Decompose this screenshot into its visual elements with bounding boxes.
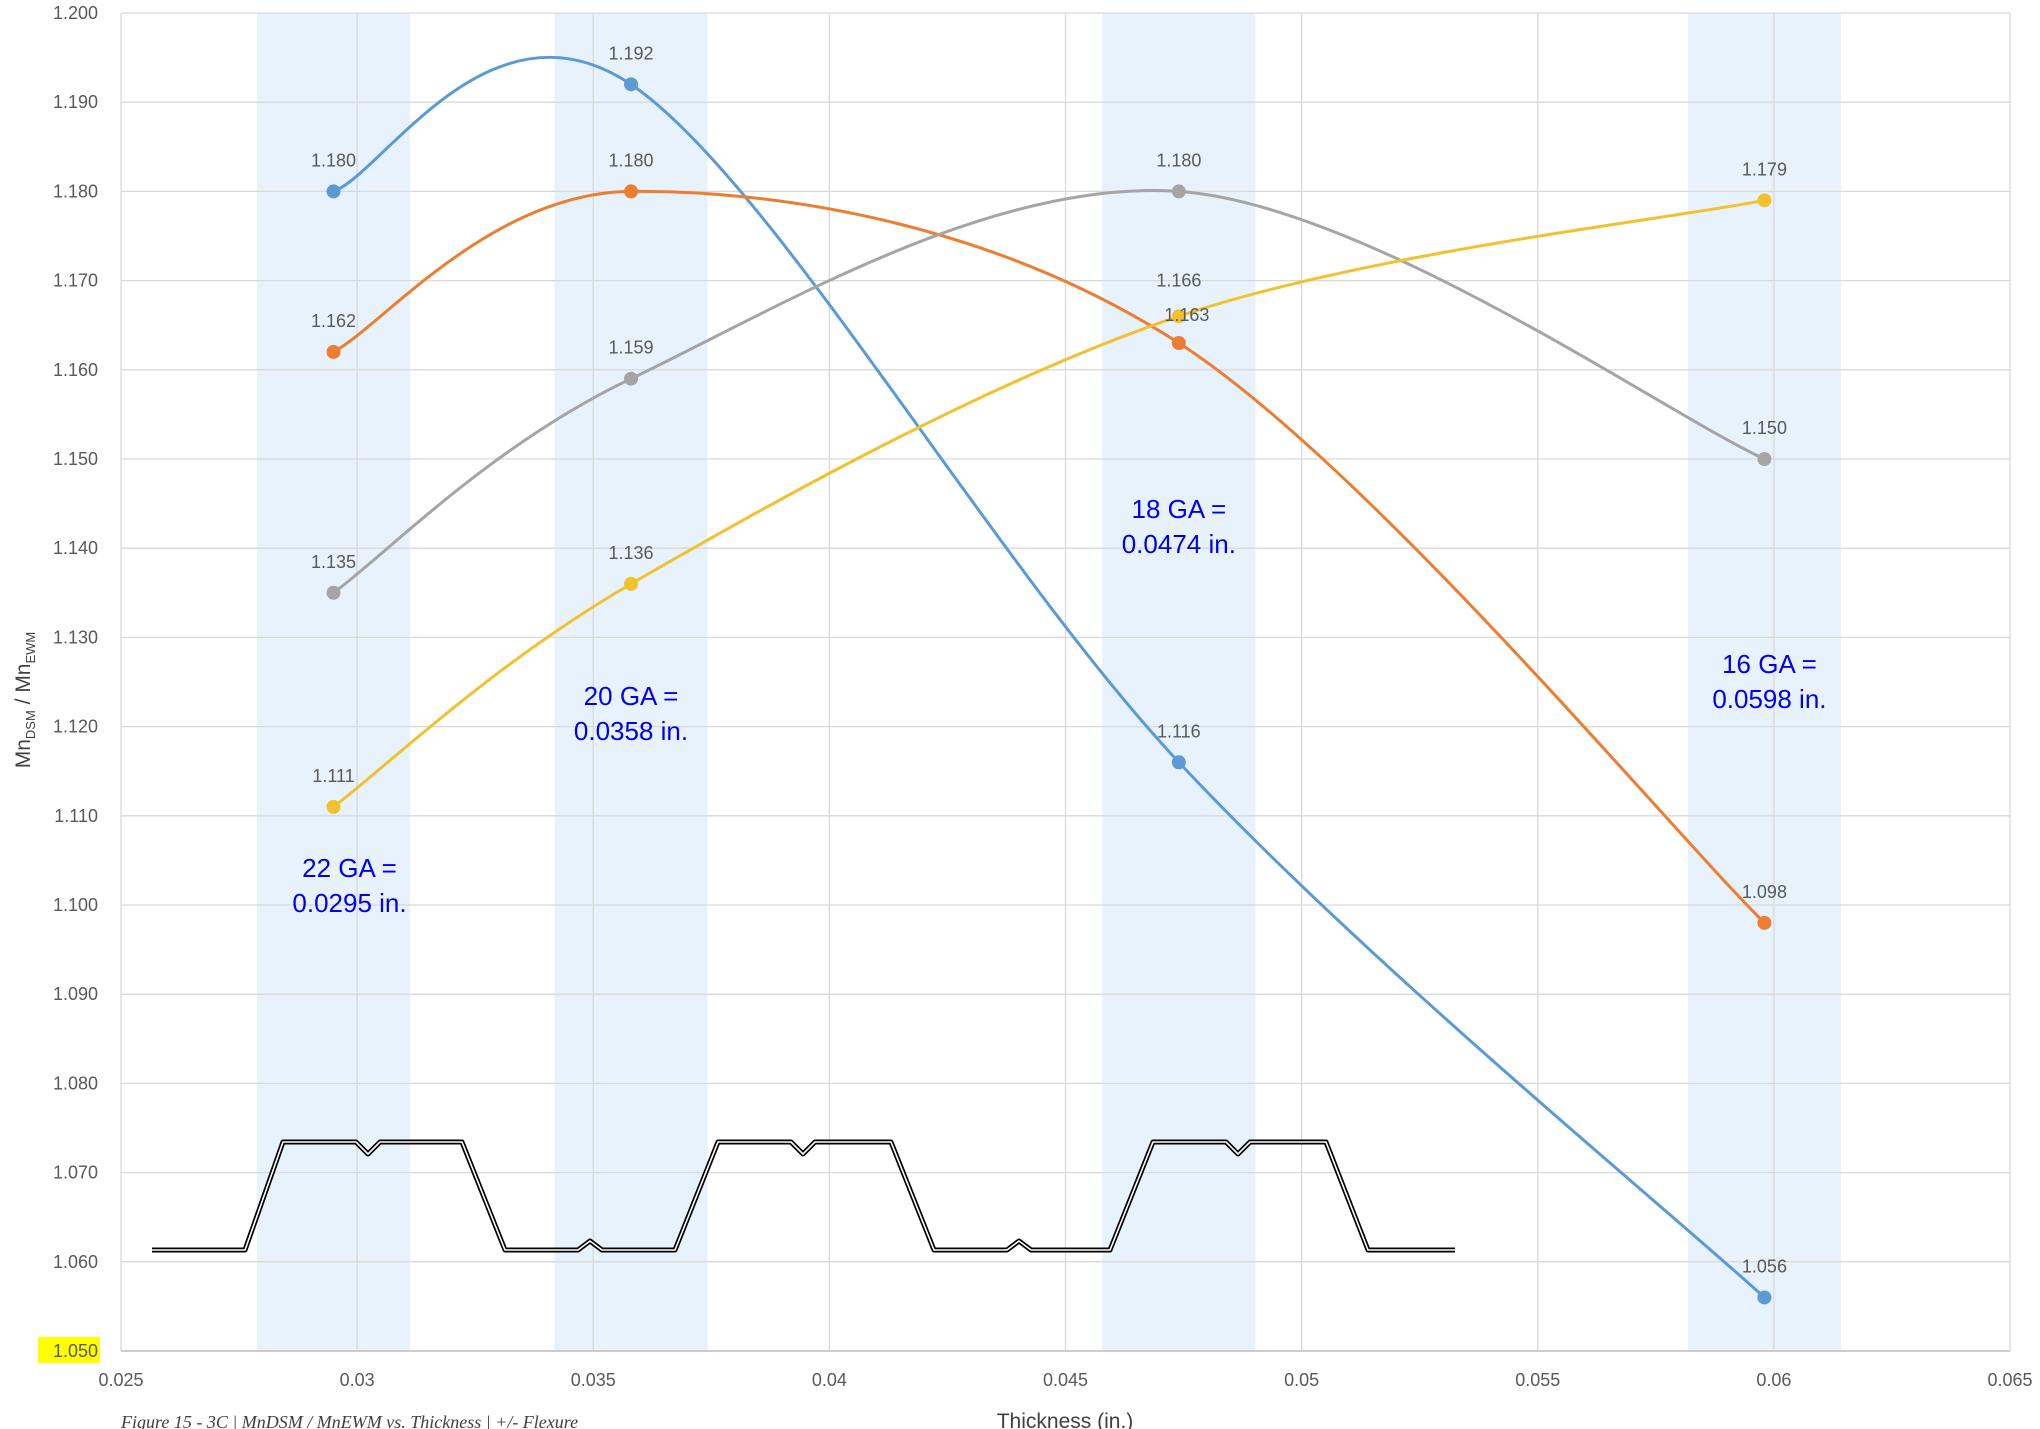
data-point — [624, 184, 639, 199]
data-point — [326, 585, 341, 600]
data-label: 1.159 — [609, 338, 654, 358]
data-point — [326, 344, 341, 359]
series-points — [326, 77, 1772, 1305]
data-label: 1.116 — [1157, 721, 1201, 741]
gauge-label-line1: 20 GA = — [584, 681, 679, 711]
gauge-label-line2: 0.0295 in. — [292, 888, 406, 918]
x-tick-label: 0.065 — [1987, 1370, 2032, 1390]
data-label: 1.163 — [1164, 305, 1209, 325]
deck-profile-inner — [152, 1141, 1455, 1251]
gauge-band-1 — [554, 13, 708, 1351]
x-tick-label: 0.05 — [1284, 1370, 1319, 1390]
y-tick-label: 1.050 — [53, 1341, 98, 1361]
y-tick-label: 1.070 — [53, 1163, 98, 1183]
figure-caption: Figure 15 - 3C | MnDSM / MnEWM vs. Thick… — [120, 1412, 578, 1429]
y-tick-label: 1.150 — [53, 449, 98, 469]
data-label: 1.056 — [1742, 1256, 1787, 1276]
data-label: 1.180 — [609, 150, 654, 170]
data-point — [1757, 452, 1772, 466]
gauge-label-line1: 18 GA = — [1131, 494, 1226, 524]
y-tick-label: 1.060 — [53, 1252, 98, 1272]
data-labels: 1.180 1.192 1.116 1.056 1.162 1.180 1.163 1.098… — [311, 43, 1787, 1276]
gauge-label-line2: 0.0474 in. — [1122, 529, 1236, 559]
data-label: 1.179 — [1742, 159, 1787, 179]
gauge-label-line2: 0.0598 in. — [1712, 684, 1826, 714]
gauge-bands — [257, 13, 1841, 1351]
series-line-1 — [332, 189, 1766, 924]
y-tick-label: 1.100 — [53, 895, 98, 915]
x-tick-label: 0.06 — [1756, 1370, 1791, 1390]
gauge-labels: 22 GA = 0.0295 in. 20 GA = 0.0358 in. 18 GA … — [292, 494, 1826, 918]
y-tick-label: 1.110 — [54, 806, 98, 826]
data-label: 1.111 — [312, 766, 354, 786]
x-tick-label: 0.025 — [98, 1370, 143, 1390]
gauge-band-0 — [257, 13, 411, 1351]
series-line-0 — [333, 55, 1766, 1299]
data-label: 1.098 — [1742, 882, 1787, 902]
series-lines — [332, 55, 1766, 1299]
y-tick-label: 1.170 — [53, 271, 98, 291]
gauge-label-line1: 22 GA = — [302, 853, 397, 883]
x-tick-label: 0.035 — [571, 1370, 616, 1390]
data-point — [1171, 755, 1186, 770]
data-label: 1.180 — [1156, 150, 1201, 170]
gauge-band-2 — [1102, 13, 1256, 1351]
data-label: 1.162 — [311, 311, 356, 331]
data-point — [624, 576, 639, 591]
x-axis-label: Thickness (in.) — [997, 1410, 1134, 1429]
deck-profile-drawing — [152, 1139, 1455, 1253]
x-tick-label: 0.04 — [812, 1370, 847, 1390]
data-point — [624, 77, 639, 92]
x-tick-label: 0.055 — [1515, 1370, 1560, 1390]
gauge-band-3 — [1687, 13, 1841, 1351]
data-label: 1.180 — [311, 150, 356, 170]
data-label: 1.192 — [609, 43, 654, 63]
gridlines — [120, 12, 2011, 1352]
y-tick-label: 1.090 — [53, 984, 98, 1004]
data-point — [624, 371, 639, 386]
gauge-label-line2: 0.0358 in. — [574, 716, 688, 746]
data-point — [326, 799, 341, 814]
data-label: 1.166 — [1156, 270, 1201, 290]
data-label: 1.150 — [1742, 418, 1787, 438]
data-point — [1171, 336, 1186, 351]
y-axis-label: MnDSM / MnEWM — [12, 632, 38, 769]
gauge-label-line1: 16 GA = — [1722, 649, 1817, 679]
data-point — [1757, 193, 1772, 208]
data-label: 1.135 — [311, 552, 356, 572]
y-tick-label: 1.200 — [53, 3, 98, 23]
y-tick-label: 1.190 — [53, 92, 98, 112]
data-point — [1757, 915, 1772, 930]
x-tick-label: 0.03 — [340, 1370, 375, 1390]
data-point — [1171, 309, 1186, 324]
y-tick-highlight — [38, 1337, 100, 1363]
data-point — [1757, 1290, 1772, 1305]
y-tick-label: 1.120 — [53, 717, 98, 737]
y-tick-label: 1.140 — [53, 538, 98, 558]
data-point — [1171, 184, 1186, 199]
y-tick-label: 1.080 — [53, 1073, 98, 1093]
data-label: 1.136 — [609, 543, 654, 563]
series-line-3 — [332, 198, 1765, 809]
x-axis-ticks: 0.025 0.03 0.035 0.04 0.045 0.05 0.055 0.06 0.06… — [98, 1350, 2033, 1390]
y-tick-label: 1.160 — [53, 360, 98, 380]
y-axis-ticks: 1.050 1.060 1.070 1.080 1.090 1.100 1.110 1.120… — [38, 3, 100, 1363]
y-tick-label: 1.130 — [53, 627, 98, 647]
x-tick-label: 0.045 — [1043, 1370, 1088, 1390]
series-line-2 — [332, 188, 1766, 595]
data-point — [326, 184, 341, 199]
y-tick-label: 1.180 — [53, 181, 98, 201]
